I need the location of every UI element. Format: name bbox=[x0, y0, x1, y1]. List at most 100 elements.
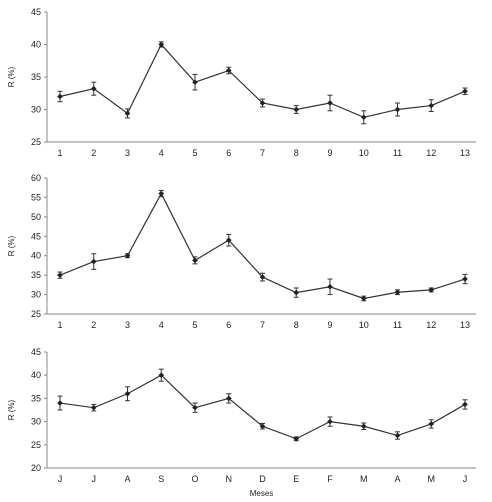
data-point bbox=[293, 435, 300, 442]
x-tick-label: 12 bbox=[426, 148, 436, 158]
x-tick-label: 7 bbox=[260, 148, 265, 158]
x-tick-label: 2 bbox=[91, 148, 96, 158]
series-line bbox=[59, 192, 466, 300]
y-tick-label: 60 bbox=[31, 173, 41, 183]
data-point bbox=[124, 252, 131, 259]
y-tick-label: 40 bbox=[31, 251, 41, 261]
data-point bbox=[57, 400, 63, 406]
data-point bbox=[428, 421, 435, 427]
data-point bbox=[225, 395, 232, 402]
y-axis-label: R (%) bbox=[7, 235, 16, 256]
data-point bbox=[259, 423, 266, 430]
x-tick-label: 7 bbox=[260, 320, 265, 330]
data-point bbox=[327, 283, 333, 290]
data-point bbox=[360, 423, 367, 430]
data-point bbox=[360, 114, 367, 121]
x-tick-label: 3 bbox=[125, 320, 130, 330]
x-tick-label: O bbox=[191, 474, 198, 484]
x-tick-label: 11 bbox=[393, 320, 402, 330]
data-point bbox=[462, 88, 468, 95]
x-tick-label: 5 bbox=[192, 320, 197, 330]
x-tick-label: J bbox=[58, 474, 63, 484]
x-tick-label: J bbox=[92, 474, 97, 484]
data-point bbox=[124, 110, 131, 117]
x-tick-label: 8 bbox=[294, 320, 299, 330]
data-point bbox=[90, 85, 97, 92]
x-tick-label: F bbox=[327, 474, 333, 484]
data-point bbox=[90, 258, 97, 265]
data-point bbox=[57, 272, 63, 278]
y-tick-label: 30 bbox=[31, 417, 41, 427]
y-tick-label: 35 bbox=[31, 72, 41, 82]
y-tick-label: 25 bbox=[31, 440, 41, 450]
x-tick-label: 9 bbox=[327, 320, 332, 330]
x-tick-label: 6 bbox=[226, 148, 231, 158]
data-point bbox=[158, 190, 165, 197]
y-tick-label: 25 bbox=[31, 309, 41, 319]
y-tick-label: 40 bbox=[31, 370, 41, 380]
x-tick-label: A bbox=[124, 474, 130, 484]
x-tick-label: 8 bbox=[294, 148, 299, 158]
y-tick-label: 50 bbox=[31, 212, 41, 222]
x-tick-label: 5 bbox=[192, 148, 197, 158]
x-tick-label: 2 bbox=[91, 320, 96, 330]
x-tick-label: J bbox=[463, 474, 468, 484]
x-tick-label: 13 bbox=[460, 320, 470, 330]
y-tick-label: 30 bbox=[31, 105, 41, 115]
data-point bbox=[259, 274, 266, 280]
x-tick-label: 4 bbox=[159, 320, 164, 330]
data-point bbox=[360, 295, 367, 302]
x-tick-label: N bbox=[226, 474, 233, 484]
data-point bbox=[192, 404, 198, 411]
data-point bbox=[462, 401, 468, 408]
data-point bbox=[225, 67, 232, 74]
y-tick-label: 35 bbox=[31, 393, 41, 403]
x-tick-label: D bbox=[259, 474, 266, 484]
x-tick-label: 10 bbox=[359, 320, 369, 330]
y-tick-label: 55 bbox=[31, 192, 41, 202]
x-tick-label: 11 bbox=[393, 148, 402, 158]
x-tick-label: 4 bbox=[159, 148, 164, 158]
data-point bbox=[394, 106, 401, 113]
data-point bbox=[158, 372, 165, 379]
x-tick-label: A bbox=[394, 474, 400, 484]
data-point bbox=[90, 404, 97, 411]
x-tick-label: M bbox=[428, 474, 436, 484]
data-point bbox=[192, 257, 198, 264]
x-tick-label: 9 bbox=[327, 148, 332, 158]
chart-panel-3: 20 25 30 35 40 45 J J A S O N D E F M A M J R (%) Meses bbox=[7, 347, 476, 498]
data-point bbox=[225, 237, 232, 243]
data-point bbox=[394, 432, 401, 439]
data-point bbox=[428, 287, 435, 293]
data-point bbox=[327, 418, 333, 425]
data-point bbox=[428, 102, 435, 109]
x-axis-label: Meses bbox=[250, 489, 274, 498]
data-point bbox=[394, 289, 401, 296]
y-axis-label: R (%) bbox=[7, 399, 16, 420]
y-tick-label: 30 bbox=[31, 290, 41, 300]
y-tick-label: 45 bbox=[31, 7, 41, 17]
x-tick-label: M bbox=[360, 474, 368, 484]
data-point bbox=[462, 276, 468, 282]
x-tick-label: S bbox=[158, 474, 164, 484]
x-tick-label: 1 bbox=[57, 320, 62, 330]
x-tick-label: 3 bbox=[125, 148, 130, 158]
y-axis-label: R (%) bbox=[7, 66, 16, 87]
y-tick-label: 45 bbox=[31, 231, 41, 241]
x-tick-label: 1 bbox=[57, 148, 62, 158]
y-tick-label: 40 bbox=[31, 40, 41, 50]
data-point bbox=[327, 100, 333, 106]
x-tick-label: E bbox=[293, 474, 299, 484]
data-point bbox=[259, 100, 266, 106]
x-tick-label: 6 bbox=[226, 320, 231, 330]
x-tick-label: 13 bbox=[460, 148, 470, 158]
x-tick-label: 12 bbox=[426, 320, 436, 330]
data-point bbox=[192, 79, 198, 86]
y-tick-label: 45 bbox=[31, 347, 41, 357]
data-point bbox=[293, 289, 300, 296]
x-tick-label: 10 bbox=[359, 148, 369, 158]
data-point bbox=[57, 93, 63, 100]
